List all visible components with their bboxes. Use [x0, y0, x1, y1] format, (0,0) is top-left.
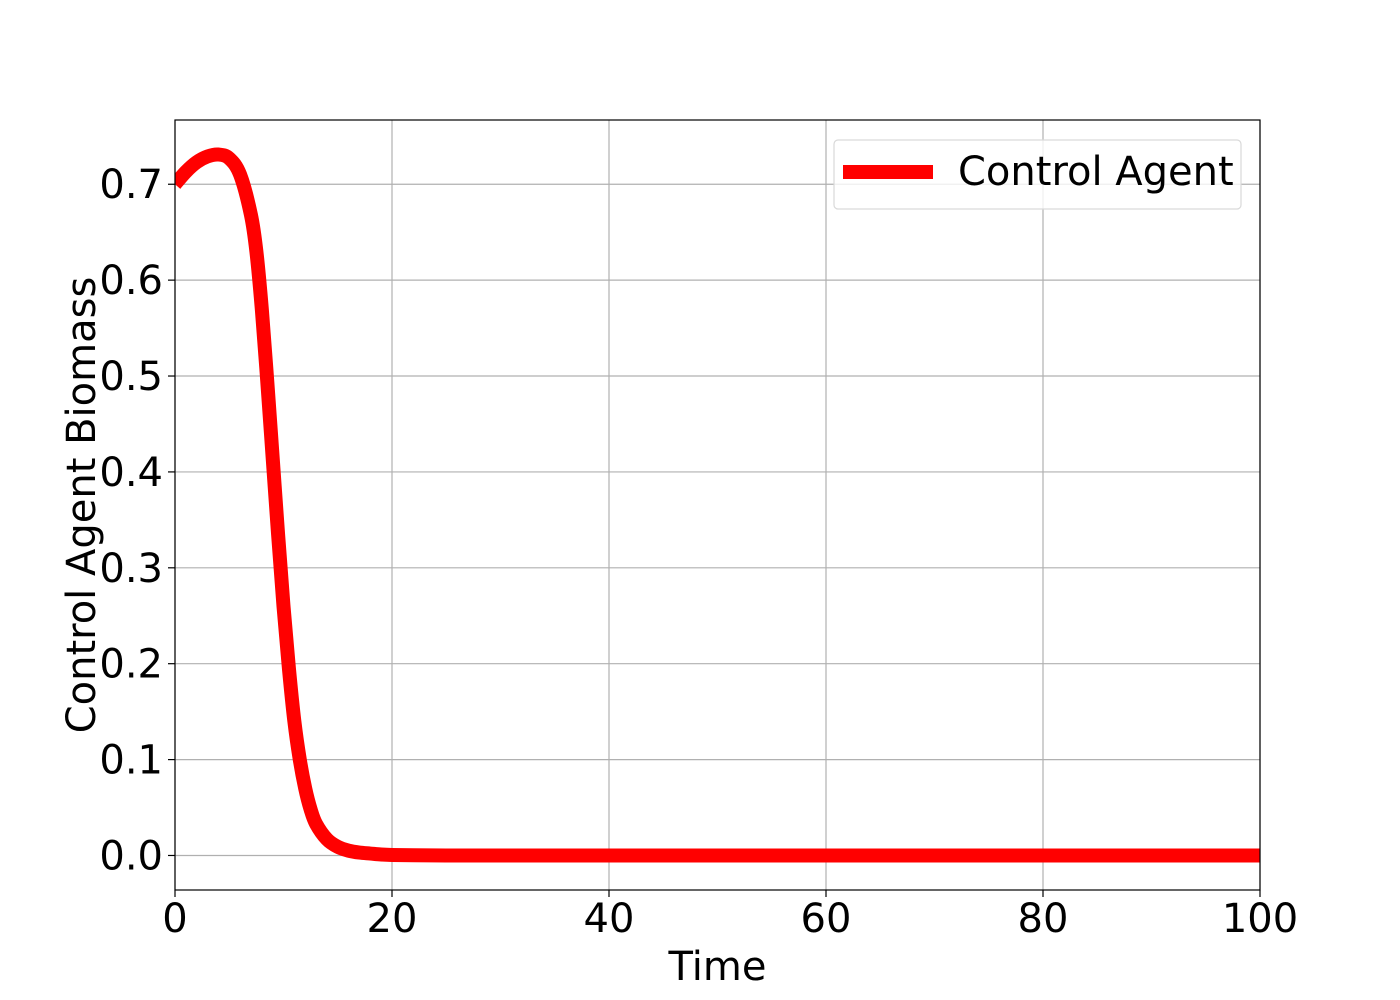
y-axis-ticks: 0.0 0.1 0.2 0.3 0.4 0.5 0.6 0.7 — [99, 162, 175, 879]
plot-frame — [174, 119, 1261, 891]
series-line-control-agent — [175, 147, 1260, 863]
y-tick-label: 0.5 — [99, 354, 163, 400]
y-tick-label: 0.4 — [99, 450, 163, 496]
y-tick-label: 0.0 — [99, 833, 163, 879]
y-tick-label: 0.1 — [99, 738, 163, 784]
y-tick-label: 0.6 — [99, 258, 163, 304]
y-tick-label: 0.7 — [99, 162, 163, 208]
x-axis-label: Time — [668, 944, 767, 990]
y-axis-label: Control Agent Biomass — [59, 277, 105, 734]
legend-label-control-agent: Control Agent — [958, 149, 1234, 195]
y-tick-label: 0.2 — [99, 642, 163, 688]
x-axis-ticks: 0 20 40 60 80 100 — [162, 890, 1298, 942]
x-tick-label: 100 — [1222, 896, 1298, 942]
x-tick-label: 20 — [367, 896, 418, 942]
x-tick-label: 40 — [584, 896, 635, 942]
x-tick-label: 60 — [801, 896, 852, 942]
legend-box — [833, 139, 1242, 210]
legend: Control Agent — [833, 139, 1242, 210]
y-tick-label: 0.3 — [99, 546, 163, 592]
x-tick-label: 80 — [1018, 896, 1069, 942]
grid — [174, 120, 1261, 890]
x-tick-label: 0 — [162, 896, 187, 942]
series-layer — [175, 147, 1260, 863]
